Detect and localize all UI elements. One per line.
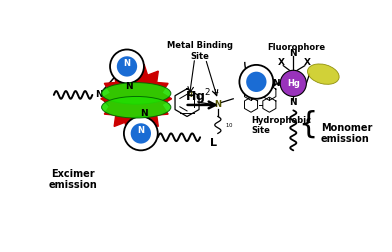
Text: N: N xyxy=(289,49,297,58)
Polygon shape xyxy=(101,64,172,133)
Text: Fluorophore: Fluorophore xyxy=(267,43,325,52)
Circle shape xyxy=(110,49,144,83)
Text: N: N xyxy=(289,98,297,107)
Text: {: { xyxy=(298,110,318,139)
Text: N: N xyxy=(95,90,102,100)
Text: Metal Binding
Site: Metal Binding Site xyxy=(167,41,233,61)
Text: Hydrophobic
Site: Hydrophobic Site xyxy=(252,116,312,135)
Circle shape xyxy=(280,70,307,97)
Text: N: N xyxy=(187,92,192,98)
Text: X: X xyxy=(278,58,285,67)
Text: Hg$^{2+}$: Hg$^{2+}$ xyxy=(185,87,220,107)
Circle shape xyxy=(240,65,273,99)
Text: L: L xyxy=(211,138,218,148)
Text: N: N xyxy=(140,109,148,118)
Text: N: N xyxy=(123,59,131,68)
Text: N: N xyxy=(137,126,144,135)
Text: N: N xyxy=(272,79,279,88)
Text: Hg: Hg xyxy=(287,79,300,88)
Ellipse shape xyxy=(102,83,171,104)
Ellipse shape xyxy=(307,64,339,84)
Text: $_{10}$: $_{10}$ xyxy=(225,121,233,130)
Text: X: X xyxy=(304,58,310,67)
Circle shape xyxy=(131,123,151,144)
Text: N: N xyxy=(214,101,221,109)
Ellipse shape xyxy=(102,97,171,118)
Text: Monomer
emission: Monomer emission xyxy=(321,123,372,144)
Text: Excimer
emission: Excimer emission xyxy=(49,169,98,191)
Circle shape xyxy=(124,116,158,150)
Circle shape xyxy=(246,72,267,92)
Text: N: N xyxy=(125,82,133,91)
Circle shape xyxy=(117,56,137,77)
